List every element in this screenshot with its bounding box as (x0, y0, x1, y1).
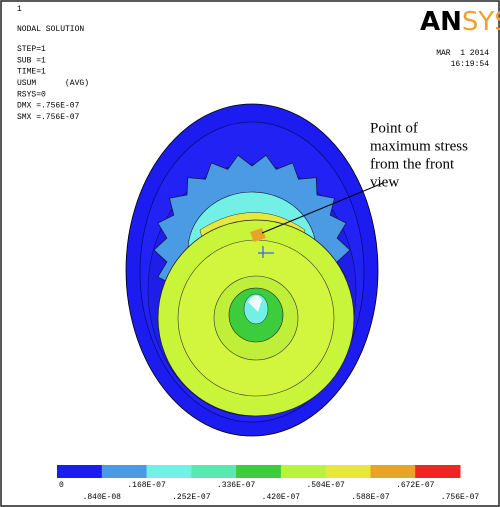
info-line: SUB =1 (17, 56, 46, 65)
legend-label: .672E-07 (396, 481, 435, 490)
info-line: STEP=1 (17, 45, 46, 54)
info-line: TIME=1 (17, 68, 46, 77)
legend-swatch (281, 465, 326, 478)
legend-swatch (147, 465, 192, 478)
annotation-line: from the front (370, 156, 455, 172)
legend-label: .336E-07 (217, 481, 256, 490)
annotation-line: Point of (370, 120, 418, 136)
legend-swatch (415, 465, 460, 478)
date: MAR 1 2014 (436, 49, 489, 58)
legend-label: .840E-08 (83, 493, 122, 502)
logo-part: AN (420, 7, 462, 37)
info-line: USUM (AVG) (17, 79, 89, 88)
window-index: 1 (17, 5, 22, 14)
legend-swatch (191, 465, 236, 478)
legend-label: .252E-07 (172, 493, 211, 502)
legend-label: .756E-07 (441, 493, 480, 502)
legend-swatch (370, 465, 415, 478)
info-line: RSYS=0 (17, 90, 46, 99)
legend-label: 0 (59, 481, 64, 490)
time: 16:19:54 (451, 60, 490, 69)
legend-swatch (57, 465, 102, 478)
annotation-line: view (370, 174, 399, 190)
logo-part: SYS (462, 7, 500, 37)
logo: ANSYS (420, 7, 500, 37)
ansys-window: 1 NODAL SOLUTION STEP=1 SUB =1 TIME=1 USUM … (0, 0, 500, 507)
legend-label: .504E-07 (306, 481, 345, 490)
legend-swatch (102, 465, 147, 478)
info-line: SMX =.756E-07 (17, 113, 80, 122)
legend-label: .420E-07 (262, 493, 301, 502)
info-line: DMX =.756E-07 (17, 102, 80, 111)
legend-swatch (326, 465, 371, 478)
model (126, 104, 378, 436)
legend-swatch (236, 465, 281, 478)
annotation-line: maximum stress (370, 138, 468, 154)
result-title: NODAL SOLUTION (17, 25, 84, 34)
legend-label: .588E-07 (351, 493, 390, 502)
legend-label: .168E-07 (127, 481, 166, 490)
